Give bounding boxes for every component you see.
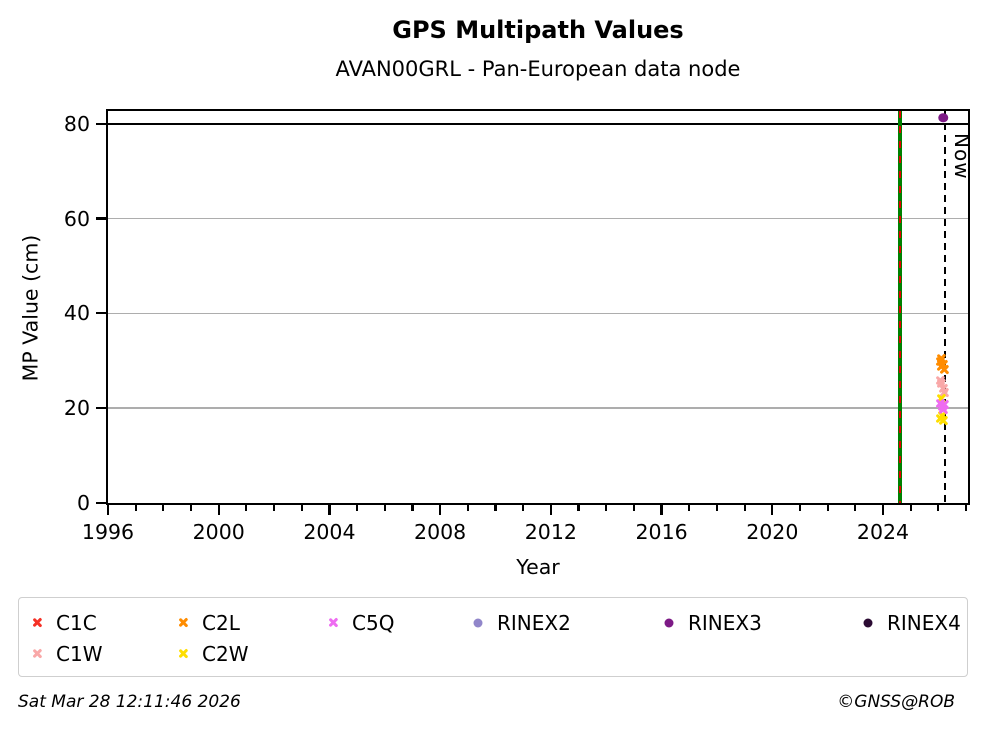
y-tick-label: 0 (76, 491, 90, 515)
x-minor-tick (688, 505, 691, 511)
x-tick-label: 2016 (635, 520, 688, 544)
x-minor-tick (466, 505, 469, 511)
x-minor-tick (826, 505, 829, 511)
legend-marker-rinex2-icon (472, 617, 484, 629)
threshold-line (108, 122, 968, 125)
legend-label: C1W (56, 641, 103, 666)
legend-marker-c2l-icon (177, 617, 189, 629)
x-tick-label: 2020 (746, 520, 799, 544)
x-tick-label: 2024 (856, 520, 910, 544)
y-gridline (108, 407, 968, 409)
data-point-RINEX3 (938, 112, 948, 123)
x-tick-label: 2008 (414, 520, 467, 544)
legend-label: C2L (202, 610, 240, 635)
legend-item-c2w: C2W (177, 642, 327, 666)
x-minor-tick (909, 505, 912, 511)
legend-marker-rinex3-icon (663, 617, 675, 629)
chart-subtitle: AVAN00GRL - Pan-European data node (335, 57, 741, 81)
y-tick-label: 20 (63, 396, 90, 421)
x-axis-label: Year (516, 555, 560, 579)
x-minor-tick (522, 505, 525, 511)
x-minor-tick (854, 505, 857, 511)
legend-label: RINEX2 (497, 610, 571, 635)
x-major-tick (771, 505, 774, 516)
x-minor-tick (494, 505, 497, 511)
x-minor-tick (937, 505, 940, 511)
now-line-label: Now (950, 133, 975, 180)
copyright: ©GNSS@ROB (837, 692, 955, 712)
x-minor-tick (577, 505, 580, 511)
x-major-tick (881, 505, 885, 516)
y-tick (96, 312, 106, 315)
legend-item-c1c: C1C (31, 611, 177, 635)
legend-label: RINEX4 (887, 610, 961, 635)
x-minor-tick (605, 505, 608, 511)
x-major-tick (549, 505, 552, 516)
x-minor-tick (356, 505, 359, 511)
y-tick-label: 60 (63, 206, 90, 231)
left-spine (105, 108, 108, 506)
now-line (943, 111, 947, 503)
right-spine (968, 108, 971, 506)
legend-item-c2l: C2L (177, 611, 327, 635)
bottom-spine (105, 503, 971, 506)
x-minor-tick (134, 505, 137, 511)
x-major-tick (106, 505, 110, 516)
legend-label: C2W (202, 641, 249, 666)
legend-marker-c5q-icon (327, 617, 339, 629)
y-tick (96, 501, 106, 505)
x-tick-label: 1996 (81, 520, 135, 544)
legend-glyph (664, 618, 674, 627)
legend-item-rinex2: RINEX2 (472, 611, 663, 635)
legend-marker-rinex4-icon (862, 617, 874, 629)
legend-marker-c1c-icon (31, 617, 43, 629)
legend: C1C C2L C5Q RINEX2 RINEX3 RINEX4 C1W C2W (18, 597, 968, 677)
x-minor-tick (743, 505, 746, 511)
x-minor-tick (632, 505, 635, 511)
x-minor-tick (383, 505, 386, 511)
x-major-tick (217, 505, 220, 516)
y-tick (96, 217, 106, 220)
x-major-tick (328, 505, 331, 516)
y-tick (96, 407, 106, 410)
x-minor-tick (245, 505, 248, 511)
legend-marker-c1w-icon (31, 648, 43, 660)
x-minor-tick (162, 505, 165, 511)
y-gridline (108, 312, 968, 315)
legend-item-rinex4: RINEX4 (862, 611, 961, 635)
legend-label: RINEX3 (688, 610, 762, 635)
y-tick-label: 80 (63, 111, 90, 136)
y-gridline (108, 217, 968, 220)
y-tick-label: 40 (63, 301, 90, 326)
event-line-dashes (898, 111, 902, 503)
top-spine (105, 108, 971, 111)
x-minor-tick (715, 505, 719, 511)
x-major-tick (439, 505, 442, 516)
x-minor-tick (798, 505, 802, 511)
legend-glyph (863, 618, 873, 627)
chart-title: GPS Multipath Values (392, 16, 684, 44)
legend-label: C1C (56, 610, 97, 635)
x-minor-tick (272, 505, 276, 511)
legend-item-rinex3: RINEX3 (663, 611, 862, 635)
legend-item-c5q: C5Q (327, 611, 472, 635)
x-major-tick (660, 505, 663, 516)
y-tick (96, 122, 106, 125)
legend-item-c1w: C1W (31, 642, 177, 666)
x-minor-tick (411, 505, 414, 511)
x-minor-tick (964, 505, 968, 511)
legend-glyph (473, 618, 483, 627)
x-tick-label: 2000 (192, 520, 245, 544)
x-minor-tick (300, 505, 303, 511)
x-tick-label: 2004 (303, 520, 356, 544)
x-tick-label: 2012 (524, 520, 577, 544)
x-minor-tick (189, 505, 193, 511)
legend-label: C5Q (352, 610, 395, 635)
timestamp: Sat Mar 28 12:11:46 2026 (18, 692, 241, 712)
legend-marker-c2w-icon (177, 648, 189, 660)
